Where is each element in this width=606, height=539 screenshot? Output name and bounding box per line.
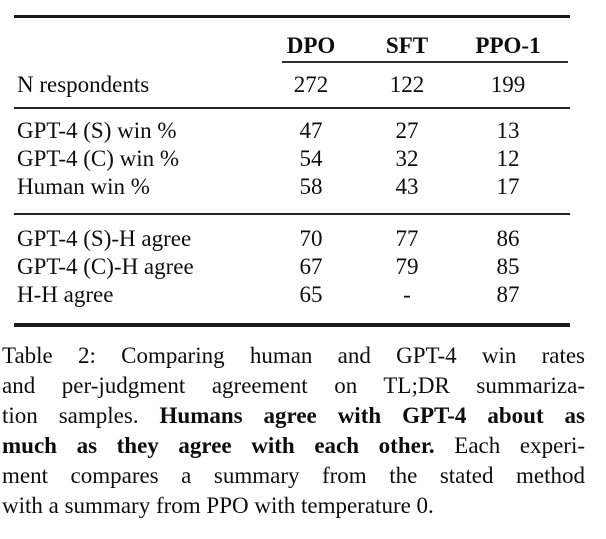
caption-text: tion samples. — [2, 403, 160, 428]
cell-sft: 43 — [395, 174, 419, 199]
cell-sft: 27 — [395, 118, 419, 143]
cell-dpo: 67 — [299, 254, 323, 279]
caption-bold-text: much as they agree with each other. — [2, 433, 435, 458]
cell-dpo: 70 — [299, 226, 323, 251]
caption-line-3: tion samples. Humans agree with GPT-4 ab… — [2, 401, 585, 431]
caption-bold-text: Humans agree with GPT-4 about as — [159, 403, 585, 428]
results-table: DPO SFT PPO-1 N respondents 272 122 199 … — [14, 15, 570, 327]
row-label: GPT-4 (S)-H agree — [17, 226, 192, 251]
agreement-section: GPT-4 (S)-H agree 70 77 86 GPT-4 (C)-H a… — [14, 215, 570, 323]
cell-ppo1: 199 — [490, 72, 526, 97]
caption-text: with a summary from PPO with temperature… — [2, 493, 434, 518]
cell-ppo1: 12 — [496, 146, 520, 171]
caption-line-2: and per-judgment agreement on TL;DR summ… — [2, 371, 585, 401]
cell-dpo: 272 — [293, 72, 329, 97]
row-label: GPT-4 (C) win % — [17, 146, 180, 171]
cell-ppo1: 17 — [496, 174, 520, 199]
row-label: H-H agree — [17, 282, 114, 307]
row-gpt4-c-win: GPT-4 (C) win % 54 32 12 — [14, 145, 570, 173]
cell-ppo1: 87 — [496, 282, 520, 307]
row-n-respondents: N respondents 272 122 199 — [14, 63, 570, 107]
column-header-ppo1: PPO-1 — [475, 33, 541, 58]
cell-sft: 79 — [395, 254, 419, 279]
row-h-h-agree: H-H agree 65 - 87 — [14, 281, 570, 309]
cell-sft: 32 — [395, 146, 419, 171]
row-label: N respondents — [17, 72, 150, 97]
caption-text: ment compares a summary from the stated … — [2, 463, 585, 488]
caption-line-4: much as they agree with each other. Each… — [2, 431, 585, 461]
caption-text: Table 2: Comparing human and GPT-4 win r… — [2, 343, 585, 368]
cell-dpo: 65 — [299, 282, 323, 307]
row-label: GPT-4 (C)-H agree — [17, 254, 194, 279]
row-label: GPT-4 (S) win % — [17, 118, 177, 143]
row-gpt4-s-win: GPT-4 (S) win % 47 27 13 — [14, 117, 570, 145]
caption-line-1: Table 2: Comparing human and GPT-4 win r… — [2, 341, 585, 371]
win-rate-section: GPT-4 (S) win % 47 27 13 GPT-4 (C) win %… — [14, 109, 570, 213]
cell-dpo: 47 — [299, 118, 323, 143]
row-label: Human win % — [17, 174, 150, 199]
caption-text: Each experi- — [434, 433, 586, 458]
cell-sft: - — [403, 282, 411, 307]
caption-text: and per-judgment agreement on TL;DR summ… — [2, 373, 585, 398]
row-human-win: Human win % 58 43 17 — [14, 173, 570, 201]
table-caption: Table 2: Comparing human and GPT-4 win r… — [2, 341, 585, 521]
cell-ppo1: 85 — [496, 254, 520, 279]
column-header-dpo: DPO — [286, 33, 336, 58]
row-gpt4-c-h-agree: GPT-4 (C)-H agree 67 79 85 — [14, 253, 570, 281]
caption-line-5: ment compares a summary from the stated … — [2, 461, 585, 491]
cell-dpo: 54 — [299, 146, 323, 171]
table-top-rule — [14, 15, 570, 18]
cell-sft: 77 — [395, 226, 419, 251]
table-bottom-rule — [14, 323, 570, 327]
table-header-row: DPO SFT PPO-1 — [14, 18, 570, 61]
caption-line-6: with a summary from PPO with temperature… — [2, 491, 585, 521]
cell-ppo1: 86 — [496, 226, 520, 251]
section-divider-rule — [14, 213, 570, 215]
cell-dpo: 58 — [299, 174, 323, 199]
cell-ppo1: 13 — [496, 118, 520, 143]
cell-sft: 122 — [389, 72, 425, 97]
row-gpt4-s-h-agree: GPT-4 (S)-H agree 70 77 86 — [14, 225, 570, 253]
section-divider-rule — [14, 107, 570, 109]
column-header-sft: SFT — [385, 33, 429, 58]
header-cmidrule — [282, 61, 568, 63]
